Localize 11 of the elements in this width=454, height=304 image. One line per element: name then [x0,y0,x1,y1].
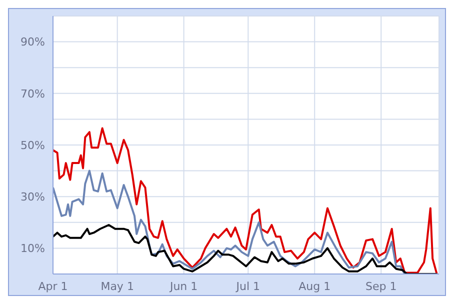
y-tick-label: 30% [20,190,45,204]
y-tick-label: 50% [20,138,45,152]
y-tick-label: 70% [20,87,45,100]
x-tick-label: Apr 1 [38,280,68,293]
x-tick-label: Jun 1 [168,280,198,293]
y-tick-label: 90% [20,36,45,49]
x-tick-label: Aug 1 [298,280,331,293]
x-tick-label: Sep 1 [365,280,397,293]
x-tick-label: May 1 [100,280,134,293]
x-tick-label: Jul 1 [235,280,260,293]
y-tick-label: 10% [20,242,45,256]
